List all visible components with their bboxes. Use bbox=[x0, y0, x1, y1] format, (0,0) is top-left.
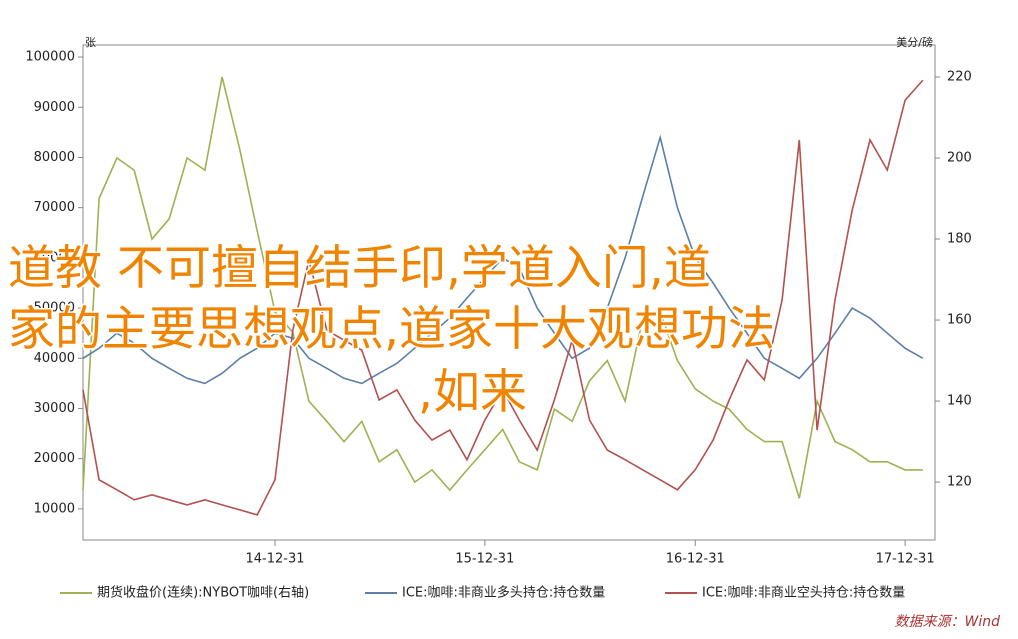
y2-tick-label: 120 bbox=[947, 475, 972, 490]
y2-tick-label: 140 bbox=[947, 394, 972, 409]
series-line bbox=[82, 76, 923, 499]
y-tick-label: 10000 bbox=[34, 501, 75, 516]
y-tick-label: 100000 bbox=[25, 50, 75, 65]
y-axis-unit: 张 bbox=[85, 36, 96, 49]
x-tick-label: 14-12-31 bbox=[246, 552, 305, 567]
series-line bbox=[82, 134, 924, 385]
y-tick-label: 20000 bbox=[34, 451, 75, 466]
y-tick-label: 90000 bbox=[34, 100, 75, 115]
y2-tick-label: 160 bbox=[947, 313, 972, 328]
legend-label: ICE:咖啡:非商业空头持仓:持仓数量 bbox=[702, 586, 905, 601]
series-line bbox=[82, 79, 924, 516]
y2-tick-label: 220 bbox=[947, 70, 972, 85]
legend-label: 期货收盘价(连续):NYBOT咖啡(右轴) bbox=[97, 585, 309, 601]
y2-tick-label: 200 bbox=[947, 151, 972, 166]
y-tick-label: 60000 bbox=[34, 250, 75, 265]
y2-tick-label: 180 bbox=[947, 232, 972, 247]
y-tick-label: 40000 bbox=[34, 351, 75, 366]
x-tick-label: 16-12-31 bbox=[666, 552, 725, 567]
y-tick-label: 50000 bbox=[34, 301, 75, 316]
plot: 10000 20000 30000 40000 50000 60000 70000 80000… bbox=[25, 50, 971, 567]
legend-label: ICE:咖啡:非商业多头持仓:持仓数量 bbox=[402, 585, 605, 601]
y-tick-label: 70000 bbox=[34, 200, 75, 215]
overlay-title: 家的主要思想观点,道家十大观想功法 bbox=[8, 302, 775, 357]
source: 数据来源：Wind bbox=[895, 614, 1001, 630]
y2-axis-unit: 美分/磅 bbox=[896, 35, 933, 49]
y-tick-label: 80000 bbox=[34, 150, 75, 165]
x-tick-label: 17-12-31 bbox=[876, 552, 935, 567]
y-tick-label: 30000 bbox=[34, 401, 75, 416]
overlay-title: 道教 不可擅自结手印,学道入门,道 bbox=[8, 241, 711, 296]
overlay-title: ,如来 bbox=[418, 365, 527, 420]
x-tick-label: 15-12-31 bbox=[455, 552, 514, 567]
plot-frame bbox=[82, 44, 936, 541]
